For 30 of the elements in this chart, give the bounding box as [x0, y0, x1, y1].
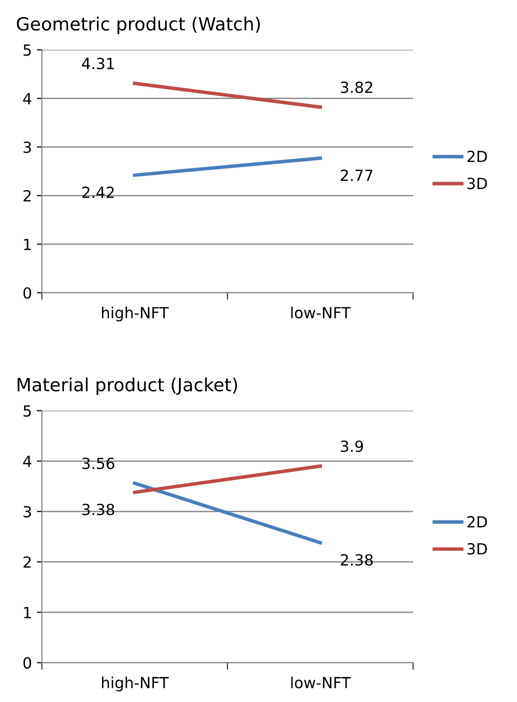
- y-tick-label: 0: [23, 657, 32, 669]
- data-label: 4.31: [82, 58, 114, 70]
- y-tick-label: 5: [24, 405, 31, 417]
- x-tick-label: high-NFT: [102, 676, 169, 692]
- legend-label: 3D: [468, 178, 487, 190]
- y-tick-label: 3: [24, 141, 31, 154]
- y-tick-label: 2: [24, 190, 31, 202]
- chart-title: Material product (Jacket): [18, 378, 237, 395]
- x-tick-label: low-NFT: [291, 676, 351, 688]
- y-tick-label: 1: [24, 606, 31, 618]
- data-label: 3.82: [340, 82, 372, 94]
- legend-label: 2D: [467, 150, 487, 162]
- x-tick-label: high-NFT: [102, 306, 169, 322]
- data-label: 2.42: [82, 186, 114, 198]
- chart-title: Geometric product (Watch): [16, 16, 260, 34]
- y-tick-label: 3: [24, 506, 31, 518]
- x-tick-label: low-NFT: [291, 306, 351, 318]
- legend-label: 2D: [467, 516, 487, 528]
- data-label: 3.56: [82, 458, 114, 470]
- y-tick-label: 2: [24, 556, 31, 568]
- y-tick-label: 1: [24, 238, 31, 250]
- data-label: 3.38: [82, 504, 114, 516]
- y-tick-label: 5: [24, 44, 31, 56]
- data-label: 2.38: [340, 554, 373, 566]
- y-tick-label: 4: [23, 93, 32, 104]
- data-label: 3.9: [340, 440, 363, 452]
- y-tick-label: 4: [23, 456, 32, 467]
- legend-label: 3D: [468, 543, 487, 555]
- y-tick-label: 0: [23, 287, 32, 299]
- data-label: 2.77: [340, 170, 372, 181]
